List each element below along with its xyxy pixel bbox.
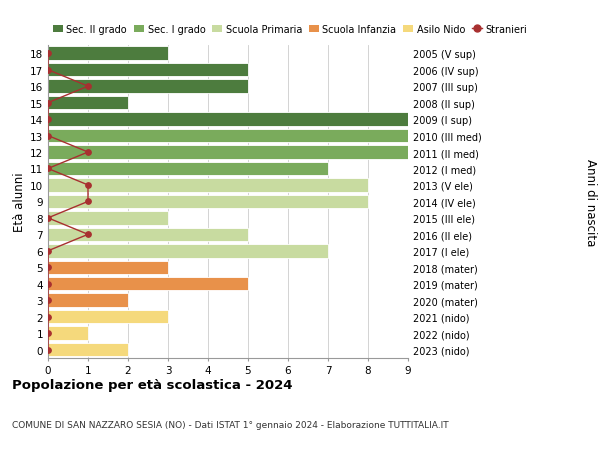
Bar <box>48 327 88 340</box>
Point <box>43 264 53 271</box>
Bar <box>48 129 408 143</box>
Point <box>43 215 53 222</box>
Point <box>83 149 93 157</box>
Text: Anni di nascita: Anni di nascita <box>584 158 597 246</box>
Point <box>43 67 53 74</box>
Point <box>43 116 53 123</box>
Bar <box>48 294 128 307</box>
Legend: Sec. II grado, Sec. I grado, Scuola Primaria, Scuola Infanzia, Asilo Nido, Stran: Sec. II grado, Sec. I grado, Scuola Prim… <box>53 25 527 35</box>
Point <box>43 297 53 304</box>
Point <box>43 346 53 353</box>
Bar <box>48 343 128 357</box>
Bar <box>48 310 168 324</box>
Point <box>43 133 53 140</box>
Point <box>43 247 53 255</box>
Bar <box>48 228 248 241</box>
Bar <box>48 212 168 225</box>
Bar <box>48 162 328 176</box>
Point <box>43 330 53 337</box>
Point <box>43 313 53 321</box>
Bar <box>48 245 328 258</box>
Bar <box>48 261 168 274</box>
Point <box>43 280 53 288</box>
Bar <box>48 146 408 159</box>
Bar <box>48 64 248 77</box>
Bar <box>48 179 368 192</box>
Bar <box>48 113 408 127</box>
Text: Popolazione per età scolastica - 2024: Popolazione per età scolastica - 2024 <box>12 379 293 392</box>
Bar <box>48 80 248 94</box>
Point <box>43 50 53 58</box>
Bar <box>48 97 128 110</box>
Point <box>43 100 53 107</box>
Point <box>83 231 93 239</box>
Bar <box>48 277 248 291</box>
Bar <box>48 47 168 61</box>
Point <box>43 165 53 173</box>
Y-axis label: Età alunni: Età alunni <box>13 172 26 232</box>
Point <box>83 182 93 189</box>
Text: COMUNE DI SAN NAZZARO SESIA (NO) - Dati ISTAT 1° gennaio 2024 - Elaborazione TUT: COMUNE DI SAN NAZZARO SESIA (NO) - Dati … <box>12 420 449 429</box>
Bar <box>48 195 368 209</box>
Point <box>83 83 93 90</box>
Point <box>83 198 93 206</box>
